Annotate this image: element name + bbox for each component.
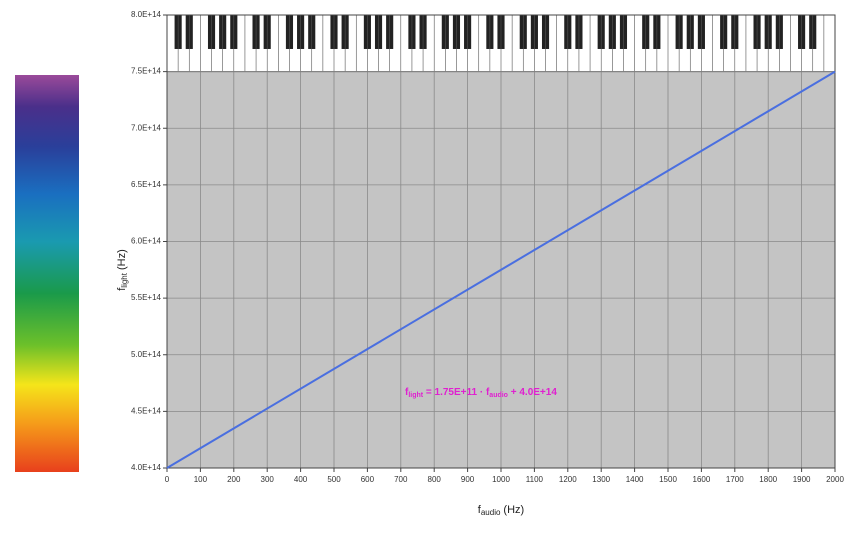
x-tick-label: 200	[227, 475, 241, 484]
spectrum-bar	[15, 75, 79, 472]
y-tick-label: 5.5E+14	[131, 293, 162, 302]
x-tick-label: 500	[327, 475, 341, 484]
x-tick-label: 1600	[693, 475, 711, 484]
x-tick-label: 100	[194, 475, 208, 484]
y-title-unit: (Hz)	[116, 249, 128, 270]
y-tick-label: 7.0E+14	[131, 123, 162, 132]
x-title-unit: (Hz)	[503, 504, 524, 516]
eq-text-sub: audio	[489, 392, 508, 399]
plot-area: 0 100 200 300 400 500 600 700 800 900 1000 1100 1200…	[131, 10, 844, 484]
x-tick-label: 1100	[526, 475, 544, 484]
eq-lhs-sub: light	[408, 392, 423, 399]
x-tick-label: 0	[165, 475, 170, 484]
eq-tail: + 4.0E+14	[508, 387, 557, 398]
x-tick-label: 1000	[492, 475, 510, 484]
x-axis-title: faudio(Hz)	[478, 504, 524, 517]
y-tick-label: 5.0E+14	[131, 350, 162, 359]
y-tick-label: 4.5E+14	[131, 406, 162, 415]
x-tick-label: 400	[294, 475, 308, 484]
chart: 0 100 200 300 400 500 600 700 800 900 1000 1100 1200…	[0, 0, 858, 529]
y-tick-label: 6.0E+14	[131, 237, 162, 246]
x-tick-label: 2000	[826, 475, 844, 484]
y-tick-label: 7.5E+14	[131, 67, 162, 76]
y-tick-label: 4.0E+14	[131, 463, 162, 472]
x-tick-label: 1200	[559, 475, 577, 484]
x-tick-label: 1800	[759, 475, 777, 484]
x-tick-label: 1400	[626, 475, 644, 484]
x-tick-label: 600	[361, 475, 375, 484]
x-tick-label: 700	[394, 475, 408, 484]
x-tick-label: 300	[261, 475, 275, 484]
page: {"chart_data": {"type": "line", "x": [0,…	[0, 0, 858, 529]
x-tick-label: 1500	[659, 475, 677, 484]
y-tick-label: 6.5E+14	[131, 180, 162, 189]
x-tick-label: 800	[428, 475, 442, 484]
x-tick-label: 1300	[592, 475, 610, 484]
x-title-sub: audio	[481, 508, 501, 517]
eq-text: = 1.75E+11 · f	[423, 387, 490, 398]
x-tick-label: 1700	[726, 475, 744, 484]
y-axis-title: flight(Hz)	[116, 249, 129, 291]
y-tick-label: 8.0E+14	[131, 10, 162, 19]
x-tick-label: 900	[461, 475, 475, 484]
x-tick-label: 1900	[793, 475, 811, 484]
equation: flight = 1.75E+11 · faudio + 4.0E+14	[405, 387, 557, 399]
y-title-sub: light	[120, 272, 129, 287]
